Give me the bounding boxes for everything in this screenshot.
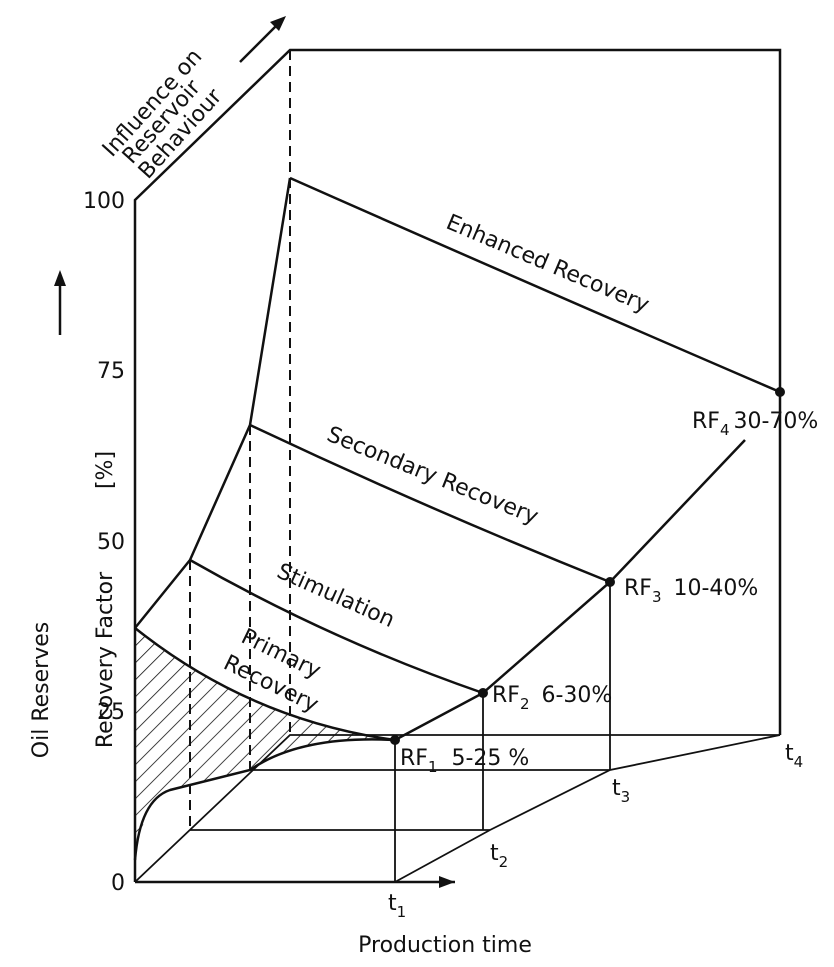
text-part: 2 [520,695,530,713]
text-part: 3 [652,588,662,606]
rf-label: RF2 6-30% [492,683,612,713]
text-part: 3 [621,788,631,806]
tick-label: 25 [97,700,125,725]
rf-label: RF4 30-70% [692,409,818,439]
text-part: t [388,891,397,916]
text-part: 1 [397,903,407,921]
text-part: 4 [720,421,730,439]
text-part: t [785,741,794,766]
stage-label: Stimulation [273,559,398,633]
x-label: Production time [358,933,532,958]
curves [133,176,785,861]
rf-label: RF1 5-25 % [400,746,529,776]
time-label: t2 [490,841,508,871]
text-part: t [612,776,621,801]
text-part: RF [400,746,428,771]
y-label: Oil Reserves [29,622,54,758]
tick-label: 0 [111,871,125,896]
unit: [%] [93,451,118,489]
tick-label: 50 [97,530,125,555]
time-label: t1 [388,891,406,921]
text-part: RF [692,409,720,434]
labels: Influence on Reservoir Behaviour 100 75 … [29,44,818,958]
time-label: t4 [785,741,803,771]
text-part: 6-30% [542,683,613,708]
text-part: 1 [428,758,438,776]
rf-label: RF3 10-40% [624,576,758,606]
stage-label: Enhanced Recovery [442,210,652,318]
frame [54,16,782,888]
text-part: 30-70% [734,409,819,434]
text-part: 2 [499,853,509,871]
stage-label: Secondary Recovery [323,422,541,530]
text-part: RF [492,683,520,708]
tick-label: 75 [97,359,125,384]
time-label: t3 [612,776,630,806]
y-label: Recovery Factor [93,571,118,748]
text-part: 5-25 % [452,746,530,771]
text-part: t [490,841,499,866]
text-part: 4 [794,753,804,771]
text-part: RF [624,576,652,601]
tick-label: 100 [83,189,125,214]
text-part: 10-40% [674,576,759,601]
